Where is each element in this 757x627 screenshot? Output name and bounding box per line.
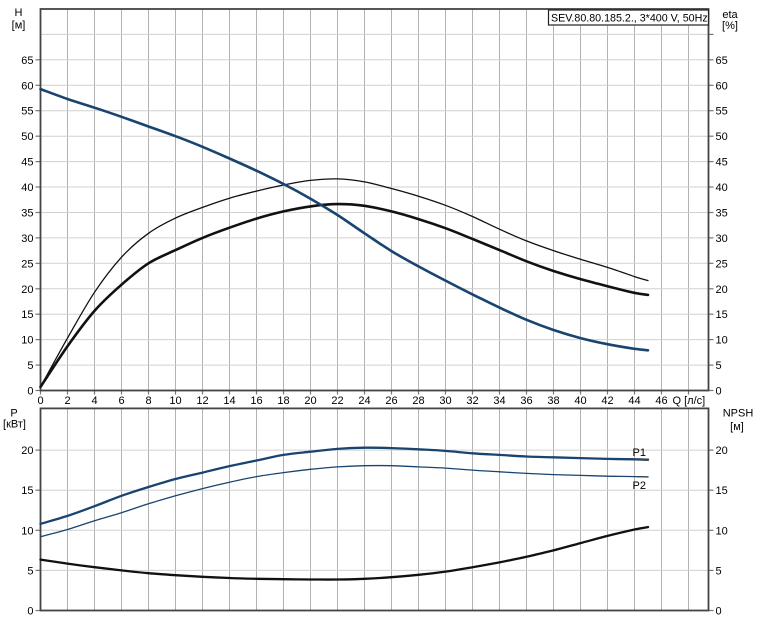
svg-text:SEV.80.80.185.2., 3*400 V, 50H: SEV.80.80.185.2., 3*400 V, 50Hz bbox=[551, 12, 708, 24]
svg-text:[%]: [%] bbox=[722, 20, 738, 32]
svg-text:0: 0 bbox=[37, 395, 43, 407]
svg-text:[м]: [м] bbox=[730, 421, 744, 433]
svg-text:46: 46 bbox=[655, 395, 667, 407]
svg-text:50: 50 bbox=[716, 131, 728, 143]
svg-text:10: 10 bbox=[21, 335, 33, 347]
svg-text:0: 0 bbox=[27, 606, 33, 618]
svg-text:30: 30 bbox=[716, 233, 728, 245]
svg-text:H: H bbox=[15, 7, 23, 19]
svg-text:20: 20 bbox=[716, 284, 728, 296]
svg-text:25: 25 bbox=[716, 258, 728, 270]
svg-text:0: 0 bbox=[716, 606, 722, 618]
svg-text:35: 35 bbox=[21, 208, 33, 220]
svg-text:20: 20 bbox=[716, 445, 728, 457]
svg-text:[м]: [м] bbox=[12, 20, 26, 32]
svg-text:55: 55 bbox=[21, 106, 33, 118]
svg-text:22: 22 bbox=[331, 395, 343, 407]
svg-text:38: 38 bbox=[547, 395, 559, 407]
svg-text:0: 0 bbox=[27, 386, 33, 398]
svg-text:20: 20 bbox=[21, 445, 33, 457]
svg-text:16: 16 bbox=[250, 395, 262, 407]
svg-text:60: 60 bbox=[21, 80, 33, 92]
svg-text:34: 34 bbox=[493, 395, 505, 407]
svg-text:15: 15 bbox=[716, 309, 728, 321]
svg-text:14: 14 bbox=[223, 395, 235, 407]
svg-text:P1: P1 bbox=[633, 447, 646, 459]
svg-text:2: 2 bbox=[64, 395, 70, 407]
svg-text:5: 5 bbox=[716, 565, 722, 577]
svg-text:8: 8 bbox=[145, 395, 151, 407]
svg-text:0: 0 bbox=[716, 386, 722, 398]
svg-text:30: 30 bbox=[439, 395, 451, 407]
svg-text:45: 45 bbox=[21, 157, 33, 169]
svg-text:Q [л/с]: Q [л/с] bbox=[673, 395, 706, 407]
svg-text:24: 24 bbox=[358, 395, 370, 407]
svg-text:25: 25 bbox=[21, 258, 33, 270]
svg-text:30: 30 bbox=[21, 233, 33, 245]
svg-text:40: 40 bbox=[716, 182, 728, 194]
svg-text:15: 15 bbox=[716, 485, 728, 497]
svg-text:10: 10 bbox=[21, 525, 33, 537]
svg-text:36: 36 bbox=[520, 395, 532, 407]
svg-text:55: 55 bbox=[716, 106, 728, 118]
svg-text:40: 40 bbox=[21, 182, 33, 194]
svg-text:15: 15 bbox=[21, 485, 33, 497]
svg-text:42: 42 bbox=[601, 395, 613, 407]
svg-text:6: 6 bbox=[118, 395, 124, 407]
svg-text:NPSH: NPSH bbox=[723, 408, 754, 420]
svg-text:45: 45 bbox=[716, 157, 728, 169]
svg-text:10: 10 bbox=[716, 335, 728, 347]
svg-text:32: 32 bbox=[466, 395, 478, 407]
svg-text:5: 5 bbox=[27, 360, 33, 372]
svg-text:28: 28 bbox=[412, 395, 424, 407]
svg-text:20: 20 bbox=[304, 395, 316, 407]
svg-text:50: 50 bbox=[21, 131, 33, 143]
svg-text:5: 5 bbox=[716, 360, 722, 372]
svg-text:44: 44 bbox=[628, 395, 640, 407]
svg-text:35: 35 bbox=[716, 208, 728, 220]
svg-text:4: 4 bbox=[91, 395, 97, 407]
svg-text:65: 65 bbox=[21, 55, 33, 67]
svg-text:18: 18 bbox=[277, 395, 289, 407]
svg-text:40: 40 bbox=[574, 395, 586, 407]
svg-text:P2: P2 bbox=[633, 480, 646, 492]
svg-text:5: 5 bbox=[27, 565, 33, 577]
svg-text:60: 60 bbox=[716, 80, 728, 92]
svg-text:[кВт]: [кВт] bbox=[3, 419, 26, 431]
svg-text:10: 10 bbox=[716, 525, 728, 537]
svg-text:10: 10 bbox=[169, 395, 181, 407]
svg-text:12: 12 bbox=[196, 395, 208, 407]
svg-text:26: 26 bbox=[385, 395, 397, 407]
svg-text:15: 15 bbox=[21, 309, 33, 321]
svg-text:65: 65 bbox=[716, 55, 728, 67]
svg-text:20: 20 bbox=[21, 284, 33, 296]
